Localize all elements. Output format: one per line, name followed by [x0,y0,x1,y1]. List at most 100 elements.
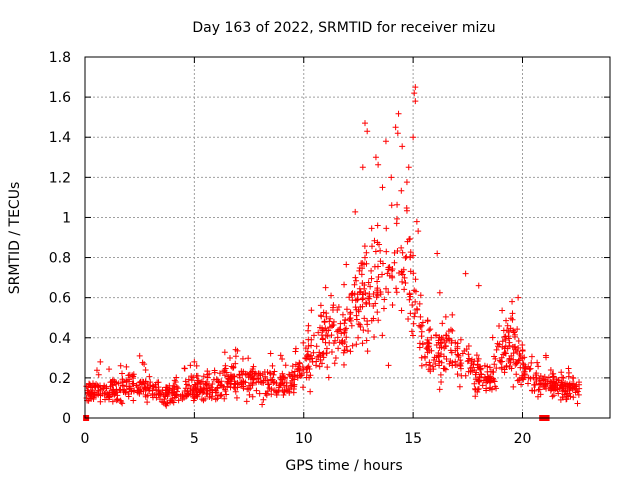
data-point [270,379,277,386]
data-point [353,277,360,284]
data-point [471,380,478,387]
data-point [406,296,413,303]
data-point [126,371,133,378]
data-point [308,307,315,314]
data-point [398,187,405,194]
data-point [262,373,269,380]
data-point [102,396,109,403]
data-point [574,400,581,407]
data-point [433,332,440,339]
data-point [175,385,182,392]
data-point [363,249,370,256]
data-point [97,398,104,405]
data-point [153,394,160,401]
data-point [560,383,567,390]
data-point [543,354,550,361]
data-point [163,402,170,409]
data-point [158,391,165,398]
data-point [146,387,153,394]
data-point [279,387,286,394]
data-point [318,360,325,367]
data-point [303,374,310,381]
data-point [443,355,450,362]
data-point [335,327,342,334]
y-tick-label: 1 [62,210,71,226]
data-point [520,360,527,367]
data-point [454,351,461,358]
data-point [104,390,111,397]
data-point [249,393,256,400]
data-point [391,249,398,256]
data-point [209,380,216,387]
data-point [253,387,260,394]
data-point [353,306,360,313]
data-point [379,184,386,191]
data-point [381,296,388,303]
data-point [332,354,339,361]
data-point [267,370,274,377]
data-point [358,260,365,267]
data-point [343,261,350,268]
data-point [328,292,335,299]
data-point [240,368,247,375]
data-point [119,382,126,389]
data-point [507,359,514,366]
data-point [251,370,258,377]
data-point [374,222,381,229]
data-point [213,376,220,383]
data-point [289,377,296,384]
data-point [476,363,483,370]
data-point [493,346,500,353]
data-point [190,393,197,400]
data-point [232,353,239,360]
data-point [225,376,232,383]
data-point [401,274,408,281]
data-point [94,390,101,397]
data-point [419,319,426,326]
y-axis-label: SRMTID / TECUs [7,182,23,295]
data-point [349,342,356,349]
data-point [377,247,384,254]
data-point [364,348,371,355]
data-point [537,391,544,398]
data-point [496,341,503,348]
y-tick-label: 0.2 [49,371,71,387]
data-point [457,336,464,343]
data-point [260,396,267,403]
data-point [503,317,510,324]
data-point [520,361,527,368]
data-point [217,392,224,399]
data-point [403,207,410,214]
data-point [431,354,438,361]
data-point [93,367,100,374]
data-point [493,365,500,372]
data-point [220,368,227,375]
data-point [449,311,456,318]
data-point [544,378,551,385]
data-point [489,375,496,382]
data-point [428,334,435,341]
data-point [413,218,420,225]
data-point [385,289,392,296]
data-point [509,310,516,317]
data-point [199,378,206,385]
data-point [83,383,90,390]
data-point [383,225,390,232]
data-point [97,358,104,365]
data-point [247,369,254,376]
data-point [368,275,375,282]
data-point [469,367,476,374]
data-point [296,359,303,366]
data-point [142,366,149,373]
data-point [461,347,468,354]
data-point [452,347,459,354]
x-tick-label: 10 [295,431,313,447]
data-point [197,387,204,394]
data-point [427,326,434,333]
data-point [325,374,332,381]
data-point [238,381,245,388]
data-point [515,294,522,301]
data-point [448,339,455,346]
y-tick-label: 0.4 [49,331,71,347]
data-point [346,316,353,323]
